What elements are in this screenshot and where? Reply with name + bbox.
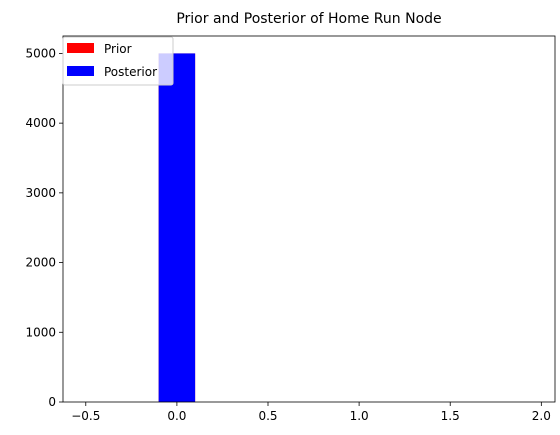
legend-label-posterior: Posterior [104,65,157,79]
bar-posterior-0 [158,53,196,403]
plot-frame [62,35,556,403]
legend-swatch-prior [67,43,94,53]
y-tick-label: 4000 [25,116,56,130]
legend-label-prior: Prior [104,42,132,56]
x-tick-label: 2.0 [532,409,551,423]
y-tick-label: 0 [48,395,56,409]
x-tick-label: 1.5 [441,409,460,423]
y-tick-label: 5000 [25,46,56,60]
chart-title: Prior and Posterior of Home Run Node [176,11,441,27]
bars-layer [158,53,196,403]
x-tick-label: −0.5 [71,409,100,423]
y-tick-label: 3000 [25,186,56,200]
legend-swatch-posterior [67,66,94,76]
x-tick-label: 1.0 [350,409,369,423]
x-tick-label: 0.0 [167,409,186,423]
x-axis: −0.5 0.0 0.5 1.0 1.5 2.0 [71,402,551,423]
y-axis: 0 1000 2000 3000 4000 5000 [25,46,63,409]
x-tick-label: 0.5 [258,409,277,423]
y-tick-label: 2000 [25,256,56,270]
legend: Prior Posterior [62,36,174,86]
y-tick-label: 1000 [25,325,56,339]
